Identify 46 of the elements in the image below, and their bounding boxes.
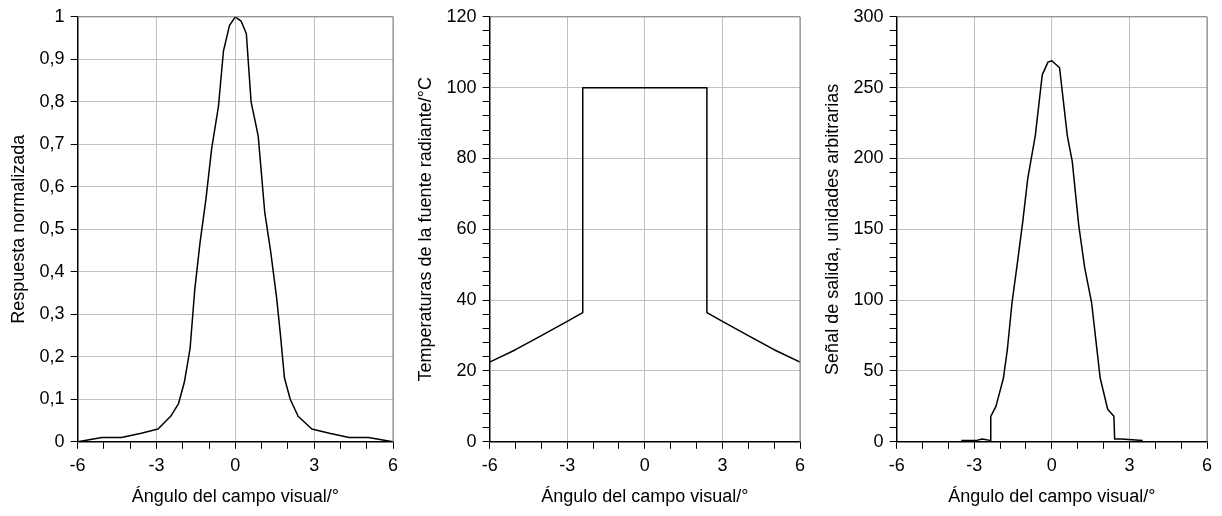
y-tick-label: 100 <box>853 289 884 310</box>
x-tick-label: -6 <box>888 454 905 475</box>
y-tick-label: 0,4 <box>39 260 65 281</box>
y-axis-title: Respuesta normalizada <box>7 133 28 324</box>
y-tick-label: 0 <box>466 430 477 451</box>
x-axis-title: Ángulo del campo visual/° <box>541 486 749 507</box>
y-tick-label: 0 <box>54 430 65 451</box>
y-axis-title: Señal de salida, unidades arbitrarias <box>821 83 842 375</box>
x-tick-label: -3 <box>559 454 576 475</box>
y-tick-label: 0,6 <box>39 175 65 196</box>
y-tick-label: 1 <box>54 5 65 26</box>
y-tick-label: 250 <box>853 76 884 97</box>
x-tick-label: 6 <box>387 454 399 475</box>
y-tick-label: 0 <box>873 430 884 451</box>
y-tick-label: 60 <box>456 218 477 239</box>
y-tick-label: 80 <box>456 147 477 168</box>
y-tick-label: 40 <box>456 289 477 310</box>
y-tick-label: 0,3 <box>39 303 65 324</box>
y-tick-label: 0,8 <box>39 90 65 111</box>
y-tick-label: 300 <box>853 5 884 26</box>
x-tick-label: 6 <box>794 454 806 475</box>
x-tick-label: 0 <box>1046 454 1057 475</box>
x-tick-label: 0 <box>230 454 241 475</box>
x-tick-label: 6 <box>1201 454 1213 475</box>
x-axis-title: Ángulo del campo visual/° <box>131 486 339 507</box>
x-tick-label: -6 <box>69 454 86 475</box>
y-tick-label: 0,1 <box>39 388 65 409</box>
y-tick-label: 120 <box>446 5 477 26</box>
y-axis-title: Temperaturas de la fuente radiante/°C <box>414 77 435 382</box>
y-tick-label: 150 <box>853 218 884 239</box>
y-tick-label: 20 <box>456 359 477 380</box>
x-tick-label: 3 <box>717 454 728 475</box>
x-tick-label: 3 <box>1124 454 1135 475</box>
y-tick-label: 50 <box>863 359 884 380</box>
x-tick-label: 3 <box>309 454 320 475</box>
y-tick-label: 100 <box>446 76 477 97</box>
x-tick-label: -3 <box>148 454 165 475</box>
x-tick-label: 0 <box>639 454 650 475</box>
y-tick-label: 0,2 <box>39 345 65 366</box>
x-tick-label: -6 <box>481 454 498 475</box>
y-tick-label: 0,5 <box>39 218 65 239</box>
y-tick-label: 0,7 <box>39 133 65 154</box>
x-axis-title: Ángulo del campo visual/° <box>948 486 1156 507</box>
y-tick-label: 200 <box>853 147 884 168</box>
x-tick-label: -3 <box>966 454 983 475</box>
y-tick-label: 0,9 <box>39 48 65 69</box>
